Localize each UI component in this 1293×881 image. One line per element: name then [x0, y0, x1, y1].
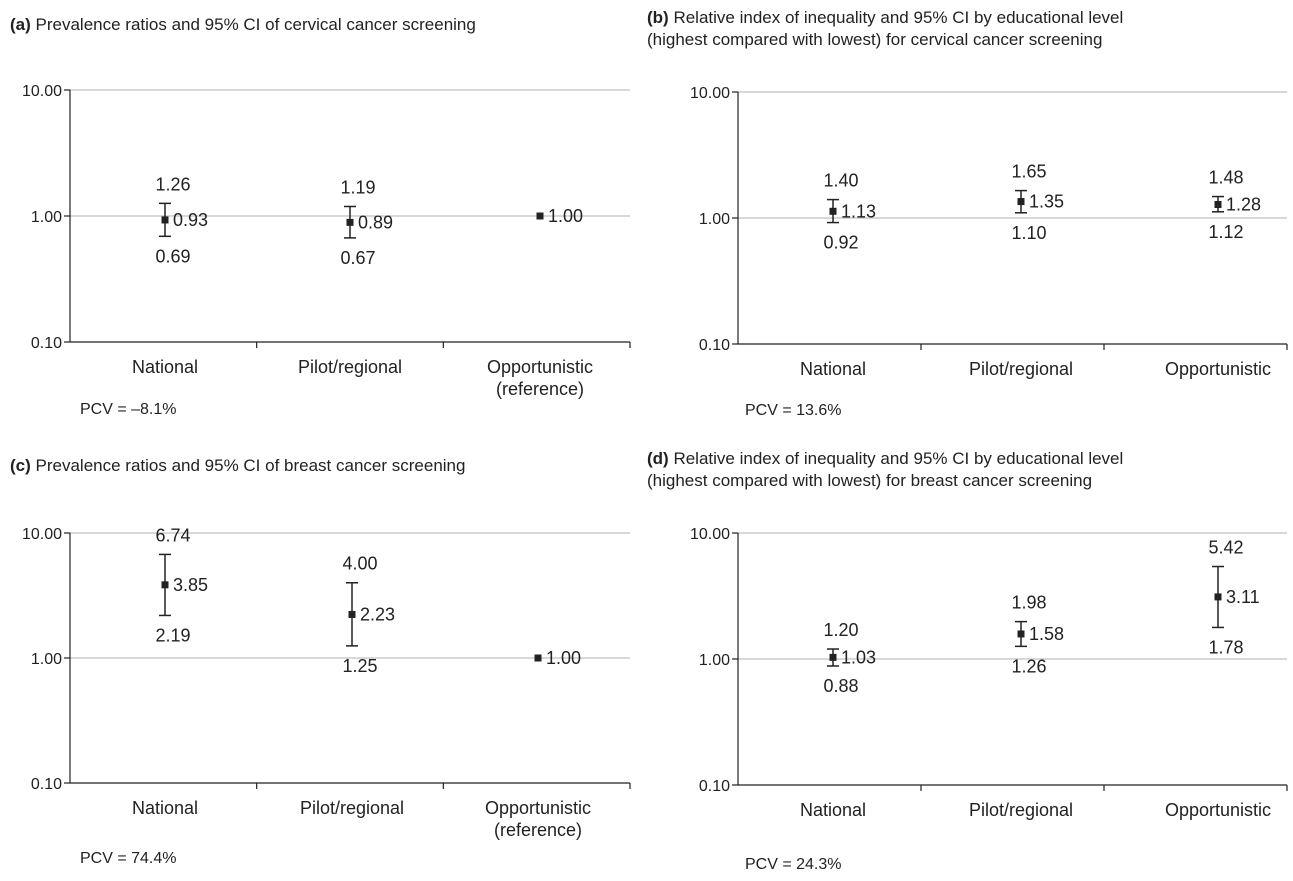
x-tick-label: (reference) — [494, 820, 582, 840]
y-tick-label: 1.00 — [31, 209, 62, 226]
chart-title-line: (highest compared with lowest) for breas… — [647, 471, 1092, 490]
y-tick-label: 0.10 — [31, 776, 62, 793]
point-estimate-marker — [161, 216, 169, 224]
chart-svg-d: (d) Relative index of inequality and 95%… — [647, 449, 1288, 873]
upper-ci-label: 1.20 — [823, 620, 858, 640]
y-tick-label: 10.00 — [690, 526, 730, 543]
upper-ci-label: 1.98 — [1011, 593, 1046, 613]
x-tick-label: Pilot/regional — [300, 798, 404, 818]
x-tick-label: Opportunistic — [1165, 800, 1271, 820]
x-tick-label: National — [132, 798, 198, 818]
point-estimate-marker — [1017, 198, 1025, 206]
lower-ci-label: 1.25 — [342, 656, 377, 676]
lower-ci-label: 0.92 — [823, 233, 858, 253]
x-tick-label: National — [800, 359, 866, 379]
chart-title-text: Relative index of inequality and 95% CI … — [669, 8, 1124, 27]
point-estimate-marker — [829, 207, 837, 215]
lower-ci-label: 0.88 — [823, 676, 858, 696]
estimate-label: 2.23 — [360, 604, 395, 624]
estimate-label: 0.93 — [173, 210, 208, 230]
chart-title-text: Prevalence ratios and 95% CI of breast c… — [31, 456, 466, 475]
chart-title-text: Relative index of inequality and 95% CI … — [669, 449, 1124, 468]
chart-title: (d) Relative index of inequality and 95%… — [647, 449, 1123, 468]
chart-panel-b: (b) Relative index of inequality and 95%… — [647, 0, 1293, 440]
upper-ci-label: 1.26 — [155, 174, 190, 194]
chart-title: (a) Prevalence ratios and 95% CI of cerv… — [10, 15, 476, 34]
y-tick-label: 10.00 — [22, 83, 62, 100]
chart-panel-a: (a) Prevalence ratios and 95% CI of cerv… — [0, 0, 646, 440]
estimate-label: 1.28 — [1226, 194, 1261, 214]
y-tick-label: 10.00 — [690, 85, 730, 102]
y-tick-label: 10.00 — [22, 526, 62, 543]
pcv-label: PCV = 13.6% — [745, 402, 842, 419]
chart-svg-c: (c) Prevalence ratios and 95% CI of brea… — [10, 456, 631, 867]
upper-ci-label: 1.40 — [823, 171, 858, 191]
lower-ci-label: 0.67 — [340, 248, 375, 268]
x-tick-label: National — [132, 357, 198, 377]
lower-ci-label: 1.78 — [1208, 637, 1243, 657]
y-tick-label: 0.10 — [699, 337, 730, 354]
point-estimate-marker — [346, 218, 354, 226]
upper-ci-label: 1.48 — [1208, 168, 1243, 188]
point-estimate-marker — [1214, 593, 1222, 601]
chart-title: (c) Prevalence ratios and 95% CI of brea… — [10, 456, 465, 475]
chart-title-text: Prevalence ratios and 95% CI of cervical… — [31, 15, 476, 34]
lower-ci-label: 1.26 — [1011, 656, 1046, 676]
lower-ci-label: 0.69 — [155, 246, 190, 266]
panel-letter: (a) — [10, 15, 31, 34]
pcv-label: PCV = 74.4% — [80, 850, 177, 867]
estimate-label: 1.00 — [548, 206, 583, 226]
panel-letter: (d) — [647, 449, 669, 468]
y-tick-label: 0.10 — [31, 335, 62, 352]
chart-panel-d: (d) Relative index of inequality and 95%… — [647, 441, 1293, 881]
x-tick-label: Pilot/regional — [969, 359, 1073, 379]
lower-ci-label: 1.12 — [1208, 222, 1243, 242]
x-tick-label: (reference) — [496, 379, 584, 399]
chart-panel-c: (c) Prevalence ratios and 95% CI of brea… — [0, 441, 646, 881]
upper-ci-label: 4.00 — [342, 554, 377, 574]
lower-ci-label: 2.19 — [155, 625, 190, 645]
y-tick-label: 1.00 — [31, 651, 62, 668]
lower-ci-label: 1.10 — [1011, 223, 1046, 243]
panel-letter: (b) — [647, 8, 669, 27]
estimate-label: 0.89 — [358, 212, 393, 232]
x-tick-label: National — [800, 800, 866, 820]
estimate-label: 1.58 — [1029, 624, 1064, 644]
chart-title: (b) Relative index of inequality and 95%… — [647, 8, 1123, 27]
x-tick-label: Opportunistic — [485, 798, 591, 818]
point-estimate-marker — [536, 212, 544, 220]
estimate-label: 3.11 — [1226, 587, 1260, 607]
x-tick-label: Pilot/regional — [969, 800, 1073, 820]
x-tick-label: Pilot/regional — [298, 357, 402, 377]
pcv-label: PCV = –8.1% — [80, 401, 177, 418]
point-estimate-marker — [161, 581, 169, 589]
chart-svg-b: (b) Relative index of inequality and 95%… — [647, 8, 1288, 419]
upper-ci-label: 5.42 — [1208, 538, 1243, 558]
point-estimate-marker — [348, 610, 356, 618]
chart-title-line: (highest compared with lowest) for cervi… — [647, 30, 1102, 49]
upper-ci-label: 1.65 — [1011, 162, 1046, 182]
estimate-label: 1.13 — [841, 201, 876, 221]
estimate-label: 1.03 — [841, 647, 876, 667]
upper-ci-label: 1.19 — [340, 177, 375, 197]
chart-svg-a: (a) Prevalence ratios and 95% CI of cerv… — [10, 15, 631, 418]
estimate-label: 1.00 — [546, 648, 581, 668]
pcv-label: PCV = 24.3% — [745, 856, 842, 873]
x-tick-label: Opportunistic — [1165, 359, 1271, 379]
upper-ci-label: 6.74 — [155, 525, 190, 545]
y-tick-label: 1.00 — [699, 652, 730, 669]
point-estimate-marker — [1017, 630, 1025, 638]
point-estimate-marker — [829, 653, 837, 661]
point-estimate-marker — [1214, 200, 1222, 208]
point-estimate-marker — [534, 654, 542, 662]
y-tick-label: 1.00 — [699, 211, 730, 228]
estimate-label: 3.85 — [173, 575, 208, 595]
x-tick-label: Opportunistic — [487, 357, 593, 377]
y-tick-label: 0.10 — [699, 778, 730, 795]
estimate-label: 1.35 — [1029, 192, 1064, 212]
panel-letter: (c) — [10, 456, 31, 475]
